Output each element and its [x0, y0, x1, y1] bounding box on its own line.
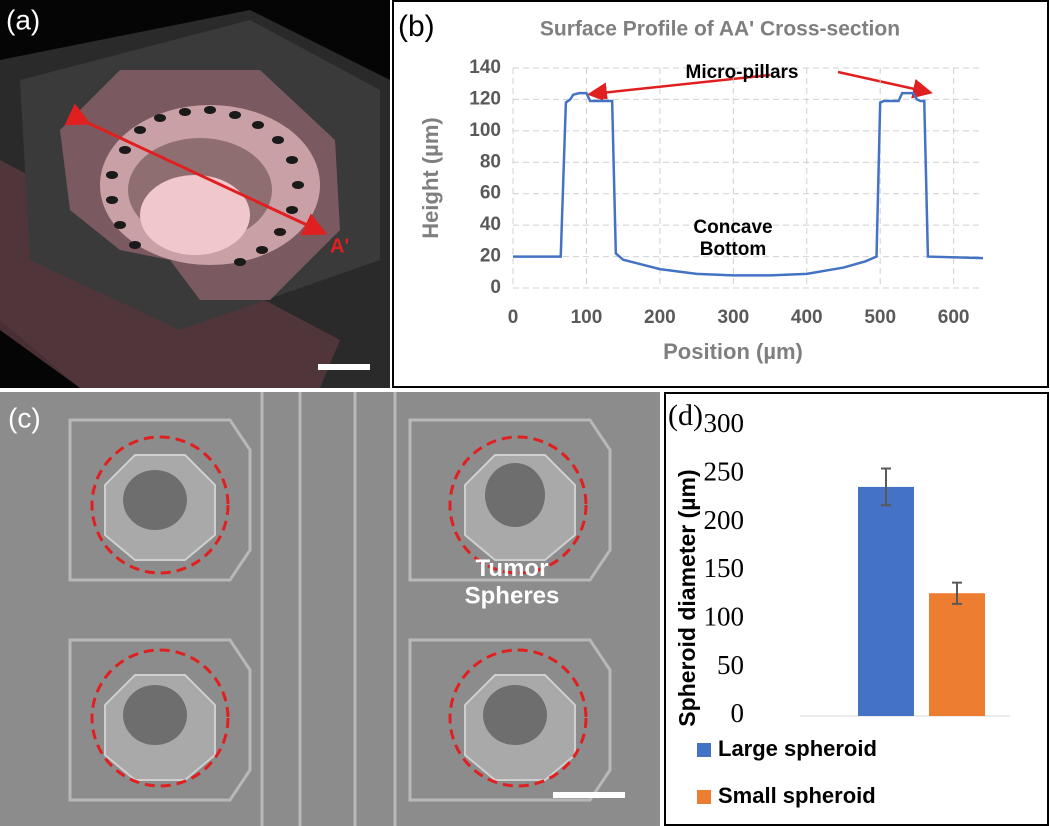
- x-tick-label: 600: [938, 307, 970, 328]
- bar: [929, 593, 985, 716]
- bar: [858, 486, 914, 716]
- profile-line: [513, 91, 984, 277]
- error-bar: [881, 467, 891, 507]
- x-tick-label: 300: [717, 307, 749, 328]
- x-tick-label: 500: [864, 307, 896, 328]
- error-bar: [952, 581, 962, 605]
- panel-label: (a): [6, 4, 40, 35]
- y-axis-label: Spheroid diameter (µm): [674, 469, 700, 726]
- point-label: A': [330, 235, 349, 257]
- arrow: [587, 73, 771, 103]
- panel-a: (a) A A': [0, 0, 390, 388]
- y-tick-label: 40: [480, 214, 501, 235]
- y-tick-label: 150: [704, 553, 745, 583]
- x-tick-label: 100: [571, 307, 603, 328]
- panel-label: (c): [8, 402, 41, 433]
- panel-label: (d): [668, 399, 703, 432]
- y-tick-label: 140: [469, 57, 501, 78]
- point-label: A: [68, 106, 82, 128]
- annotation: Tumor Spheres: [465, 555, 560, 610]
- y-tick-label: 0: [731, 698, 745, 728]
- y-axis-label: Height (µm): [418, 117, 443, 238]
- y-tick-label: 200: [704, 505, 745, 535]
- annotation: Concave Bottom: [693, 217, 772, 260]
- arrow: [837, 70, 933, 99]
- x-tick-label: 200: [644, 307, 676, 328]
- legend-label: Small spheroid: [718, 783, 876, 808]
- annotation: Micro-pillars: [686, 62, 799, 83]
- legend-label: Large spheroid: [718, 736, 877, 761]
- y-tick-label: 100: [469, 120, 501, 141]
- y-tick-label: 120: [469, 88, 501, 109]
- y-tick-label: 300: [704, 408, 745, 438]
- y-tick-label: 20: [480, 246, 501, 267]
- y-tick-label: 60: [480, 183, 501, 204]
- x-tick-label: 0: [508, 307, 519, 328]
- panel-label: (b): [398, 10, 435, 43]
- y-tick-label: 50: [717, 650, 744, 680]
- x-axis-label: Position (µm): [663, 339, 803, 364]
- x-tick-label: 400: [791, 307, 823, 328]
- legend-swatch: [697, 790, 711, 804]
- legend-swatch: [697, 743, 711, 757]
- y-tick-label: 0: [490, 277, 501, 298]
- y-tick-label: 250: [704, 457, 745, 487]
- chart-title: Surface Profile of AA' Cross-section: [540, 18, 900, 41]
- y-tick-label: 80: [480, 151, 501, 172]
- panel-c: (c) Tumor Spheres: [0, 392, 660, 826]
- y-tick-label: 100: [704, 602, 745, 632]
